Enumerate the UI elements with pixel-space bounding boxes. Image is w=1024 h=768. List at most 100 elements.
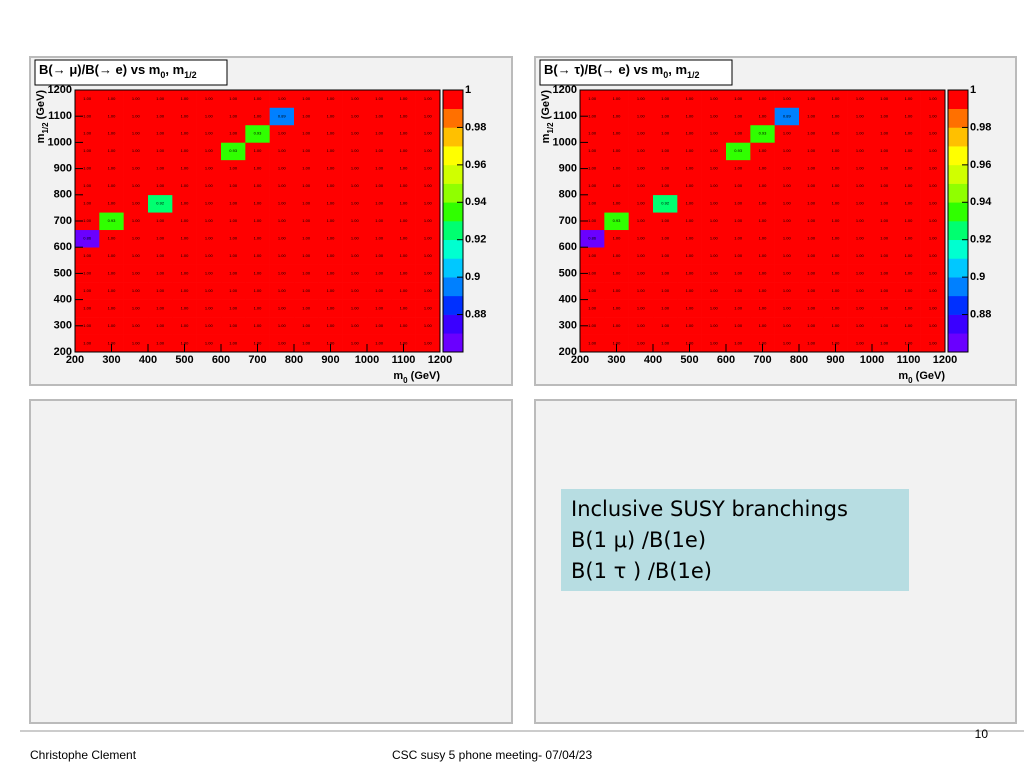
cell-label: 1.00 [856,131,865,136]
heat-cell [653,124,678,143]
heat-cell [726,212,751,231]
cell-label: 1.00 [156,113,165,118]
cell-label: 1.00 [832,96,841,101]
heat-cell [920,177,946,196]
heat-cell [269,142,295,161]
heat-cell [920,90,946,108]
cell-label: 1.00 [807,236,816,241]
colorbar-band [948,258,968,278]
heat-cell [701,124,727,143]
cell-label: 1.00 [351,253,360,258]
x-tick-label: 1100 [897,354,921,366]
x-tick-label: 800 [285,354,303,366]
cell-label: 1.00 [351,270,360,275]
cell-label: 1.00 [637,236,646,241]
heat-cell [148,247,173,265]
heat-cell [123,229,149,248]
heat-cell [172,229,197,248]
heat-cell [294,90,319,108]
cell-label: 1.00 [181,113,190,118]
cell-label: 1.00 [156,323,165,328]
heat-cell [196,159,222,178]
heat-cell [628,229,654,248]
cell-label: 1.00 [832,113,841,118]
x-tick-label: 400 [139,354,157,366]
cell-label: 1.00 [424,166,433,171]
heat-cell [701,299,727,318]
heat-cell [580,229,605,248]
cell-label: 1.00 [588,148,597,153]
cell-label: 1.00 [278,218,287,223]
heat-cell [148,90,173,108]
heat-cell [245,194,270,213]
colorbar-band [443,314,463,334]
cell-label: 1.00 [181,218,190,223]
heat-cell [342,124,368,143]
x-tick-label: 1200 [428,354,452,366]
cell-label: 1.00 [229,96,238,101]
cell-label: 1.00 [375,270,384,275]
heat-cell [823,334,848,353]
colorbar-band [948,127,968,147]
cell-label: 1.00 [710,183,719,188]
cell-label: 1.00 [783,253,792,258]
cell-label: 1.00 [710,148,719,153]
cell-label: 1.00 [710,166,719,171]
cell-label: 1.00 [327,323,336,328]
cell-label: 1.00 [351,340,360,345]
cell-label: 1.00 [637,270,646,275]
heat-cell [99,90,124,108]
cell-label: 1.00 [637,218,646,223]
heat-cell [580,282,605,300]
x-tick-label: 600 [717,354,735,366]
cell-label: 1.00 [929,148,938,153]
heat-cell [896,229,921,248]
heat-cell [148,282,173,300]
heat-cell [415,299,441,318]
heat-cell [677,282,702,300]
cell-label: 1.00 [83,113,92,118]
cell-label: 1.00 [205,270,214,275]
cell-label: 1.00 [661,96,670,101]
cell-label: 1.00 [783,201,792,206]
title-box [539,59,733,86]
heat-cell [245,90,270,108]
heat-cell [823,229,848,248]
cell-label: 1.00 [661,113,670,118]
heat-cell [628,124,654,143]
cell-label: 1.00 [807,218,816,223]
heat-cell [701,194,727,213]
cell-label: 1.00 [83,270,92,275]
cell-label: 0.93 [759,131,768,136]
cell-label: 1.00 [832,148,841,153]
cell-label: 1.00 [278,201,287,206]
z-tick-label: 0.92 [970,234,991,246]
heat-cell [342,142,368,161]
colorbar-band [948,90,968,110]
cell-label: 1.00 [132,218,141,223]
cell-label: 1.00 [83,183,92,188]
heat-cell [221,194,246,213]
colorbar-band [948,164,968,184]
cell-label: 1.00 [807,323,816,328]
cell-label: 1.00 [588,183,597,188]
heat-cell [799,317,824,335]
cell-label: 1.00 [205,305,214,310]
cell-label: 1.00 [181,183,190,188]
y-tick-label: 900 [54,163,72,175]
y-tick-label: 900 [559,163,577,175]
cell-label: 1.00 [759,305,768,310]
cell-label: 1.00 [759,96,768,101]
heat-cell [221,317,246,335]
cell-label: 1.00 [302,236,311,241]
heat-cell [774,229,800,248]
cell-label: 1.00 [424,288,433,293]
heat-cell [221,159,246,178]
heat-cell [269,107,295,126]
cell-label: 1.00 [807,96,816,101]
cell-label: 1.00 [734,166,743,171]
cell-label: 1.00 [83,305,92,310]
heat-cell [196,282,222,300]
heat-cell [823,317,848,335]
heat-cell [294,317,319,335]
